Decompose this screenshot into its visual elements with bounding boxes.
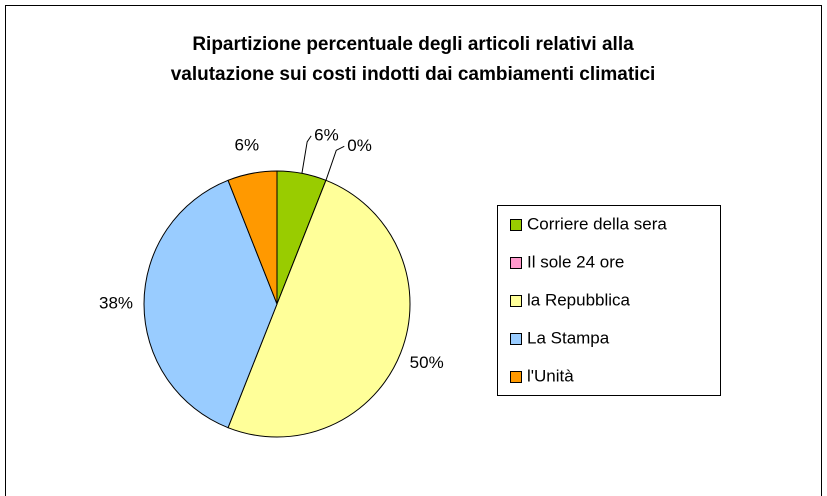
legend-swatch (510, 219, 522, 231)
pie-slice (227, 170, 278, 305)
legend-label: La Stampa (527, 328, 610, 347)
legend-swatch (510, 333, 522, 345)
legend-label: l'Unità (527, 366, 574, 385)
chart-title: valutazione sui costi indotti dai cambia… (171, 64, 656, 85)
legend-swatch (510, 371, 522, 383)
legend-swatch (510, 295, 522, 307)
legend-swatch (510, 257, 522, 269)
data-label: 50% (410, 353, 444, 372)
legend-box (497, 205, 721, 396)
leader-line (301, 135, 312, 174)
data-label: 6% (235, 135, 260, 154)
pie-slice (227, 179, 411, 438)
chart-title: Ripartizione percentuale degli articoli … (192, 34, 634, 55)
legend-label: la Repubblica (527, 290, 631, 309)
data-label: 38% (99, 293, 133, 312)
legend-label: Il sole 24 ore (527, 252, 624, 271)
leader-line (325, 145, 345, 181)
data-label: 6% (314, 125, 339, 144)
pie-slice (143, 179, 278, 429)
legend-label: Corriere della sera (527, 214, 667, 233)
data-label: 0% (347, 136, 372, 155)
